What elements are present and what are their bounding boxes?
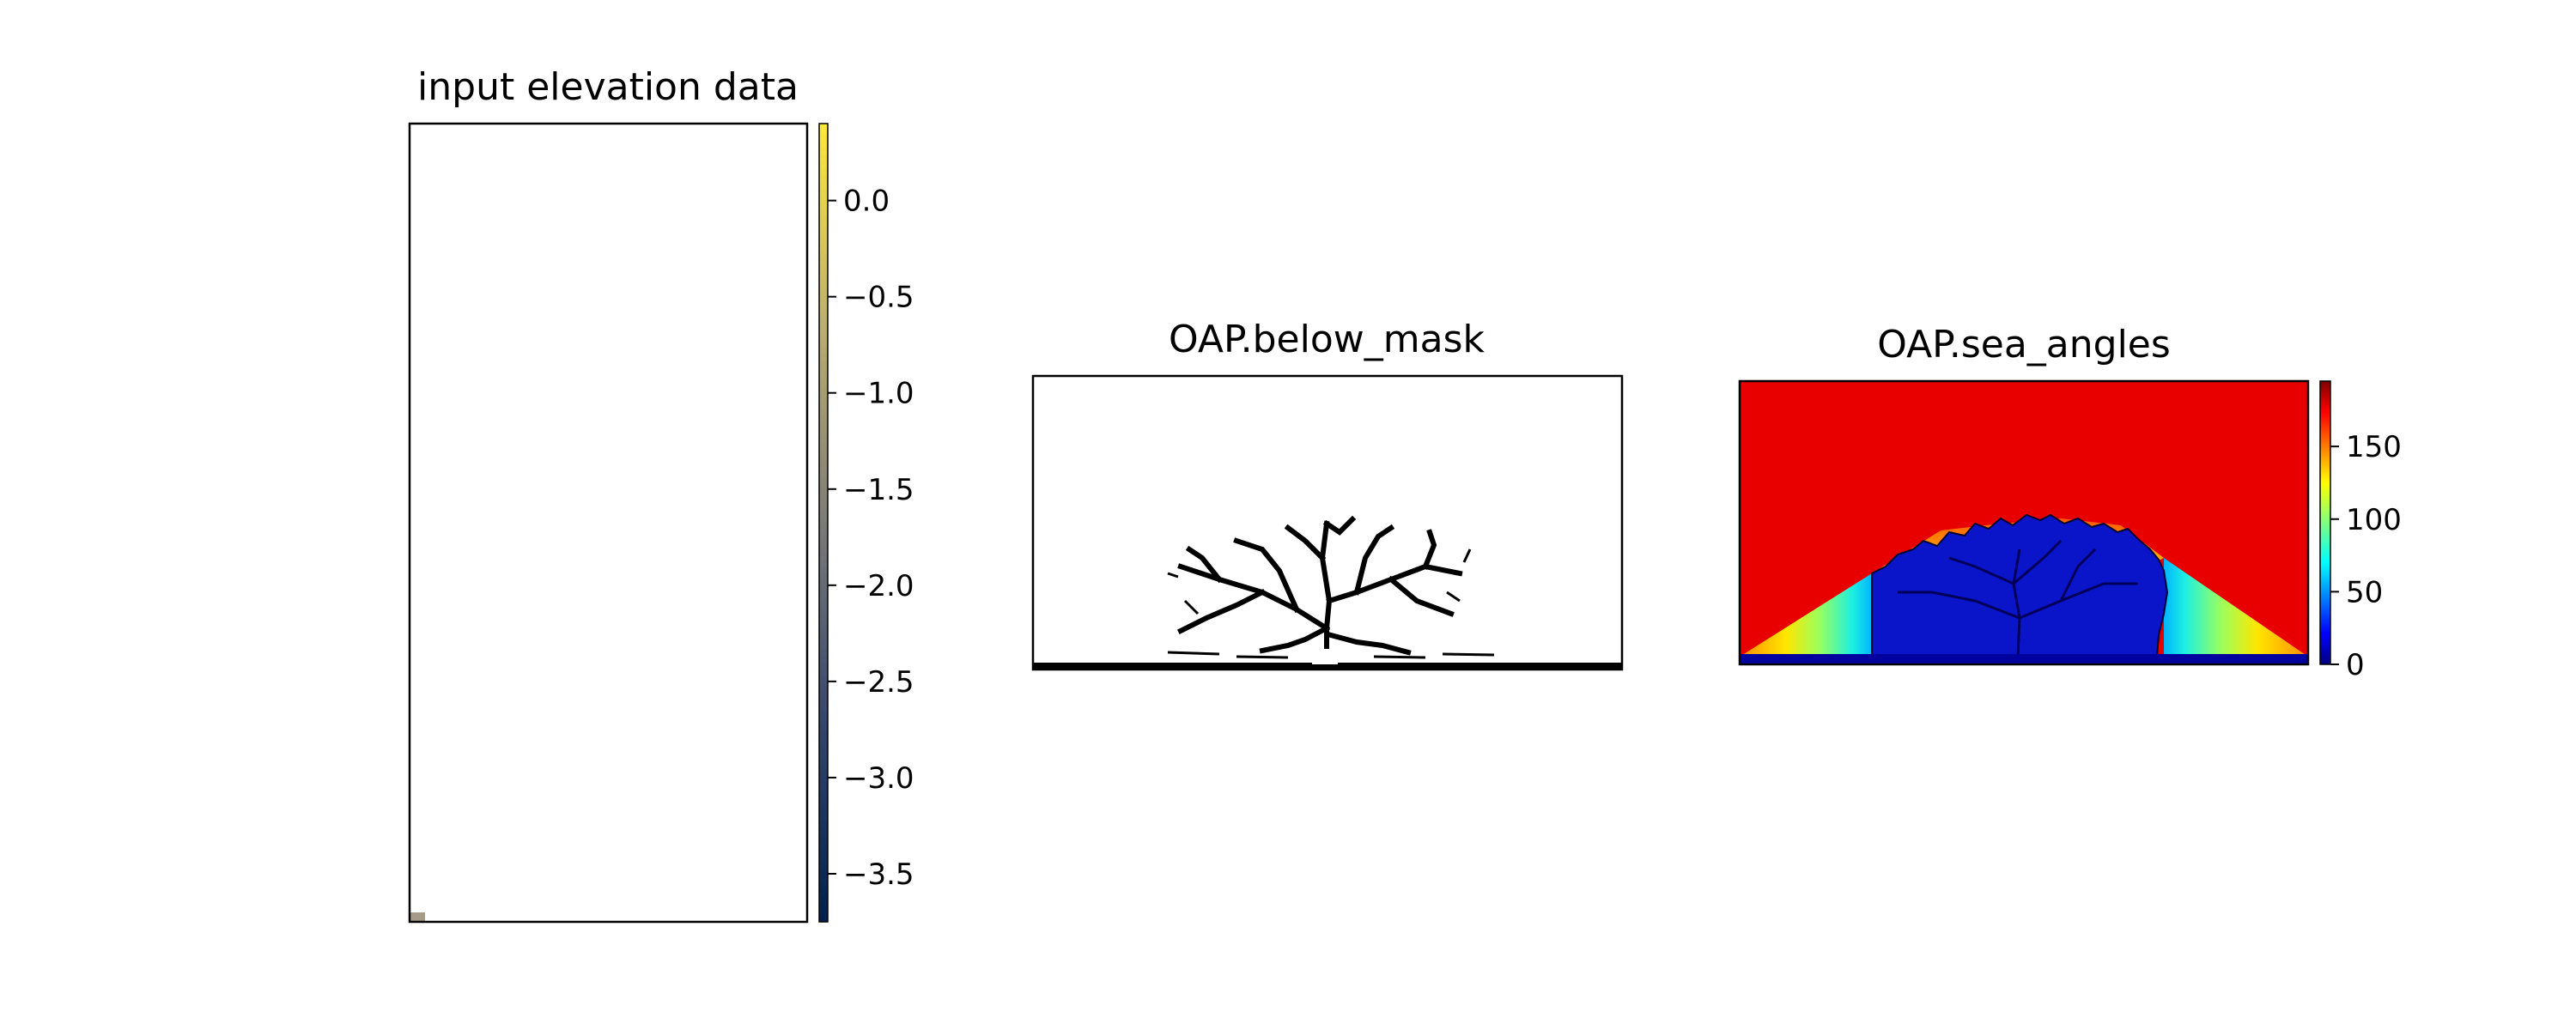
elevation-corner-cell xyxy=(410,912,425,921)
elevation-title: input elevation data xyxy=(417,65,799,109)
sea-angles-image xyxy=(1740,381,2308,664)
elevation-colorbar xyxy=(818,123,829,923)
channel-branch xyxy=(1353,524,1395,596)
below-mask-channels xyxy=(1033,515,1622,670)
below-mask-bottom-band xyxy=(1033,663,1622,670)
channel-gap xyxy=(1312,649,1338,664)
channel-branch xyxy=(1259,624,1331,654)
elevation-colorbar-tick-label: −1.0 xyxy=(843,377,914,411)
sea-angles-title: OAP.sea_angles xyxy=(1877,323,2171,367)
elevation-colorbar-tick-label: 0.0 xyxy=(843,185,890,219)
sea-angles-colorbar xyxy=(2319,380,2331,665)
channel-branch xyxy=(1284,524,1327,562)
sea-angles-colorbar-tick-label: 0 xyxy=(2346,648,2365,682)
channel-branch xyxy=(1387,575,1455,617)
fan-left xyxy=(1740,573,1872,657)
fan-right xyxy=(2164,558,2308,657)
sea-angles-colorbar-tick-label: 150 xyxy=(2346,430,2402,464)
channel-branch xyxy=(1176,588,1267,635)
channel-branch xyxy=(1322,515,1357,536)
channel-fringe xyxy=(1167,651,1495,659)
elevation-panel: input elevation data 0.0 −0.5 −1.0 −1.5 −2.0… xyxy=(408,65,914,924)
channel-branch xyxy=(1327,632,1412,656)
elevation-colorbar-tick-label: −3.0 xyxy=(843,761,914,796)
sea-angles-frame xyxy=(1738,379,2310,666)
below-mask-panel: OAP.below_mask xyxy=(1031,318,1624,671)
channel-branch xyxy=(1233,537,1300,613)
channel-branch xyxy=(1422,529,1437,570)
elevation-colorbar-tick-label: −2.5 xyxy=(843,665,914,700)
sea-angles-colorbar-tick-label: 50 xyxy=(2346,575,2383,609)
elevation-colorbar-tick-label: −1.5 xyxy=(843,473,914,507)
sea-angles-colorbar-ticks: 0 50 100 150 xyxy=(2330,430,2402,682)
channel-fringe xyxy=(1167,548,1472,615)
channel-branch xyxy=(1185,545,1224,584)
elevation-colorbar-tick-label: −3.5 xyxy=(843,857,914,892)
sea-angles-panel: OAP.sea_angles 0 50 100 150 xyxy=(1738,323,2402,682)
below-mask-frame xyxy=(1031,374,1624,671)
elevation-frame xyxy=(408,122,809,924)
below-mask-title: OAP.below_mask xyxy=(1169,318,1485,361)
shore-band xyxy=(1740,654,2308,664)
elevation-colorbar-tick-label: −2.0 xyxy=(843,569,914,603)
elevation-colorbar-tick-label: −0.5 xyxy=(843,281,914,315)
sea-angles-colorbar-tick-label: 100 xyxy=(2346,503,2402,537)
elevation-colorbar-ticks: 0.0 −0.5 −1.0 −1.5 −2.0 −2.5 −3.0 −3.5 xyxy=(828,185,914,892)
elevation-image xyxy=(410,124,807,922)
land-texture xyxy=(1898,539,2138,657)
